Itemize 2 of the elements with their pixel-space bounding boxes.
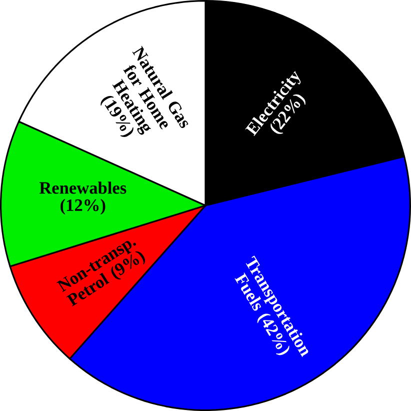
data-label: (12%)	[60, 198, 106, 215]
slice-label: Renewables	[39, 182, 126, 194]
